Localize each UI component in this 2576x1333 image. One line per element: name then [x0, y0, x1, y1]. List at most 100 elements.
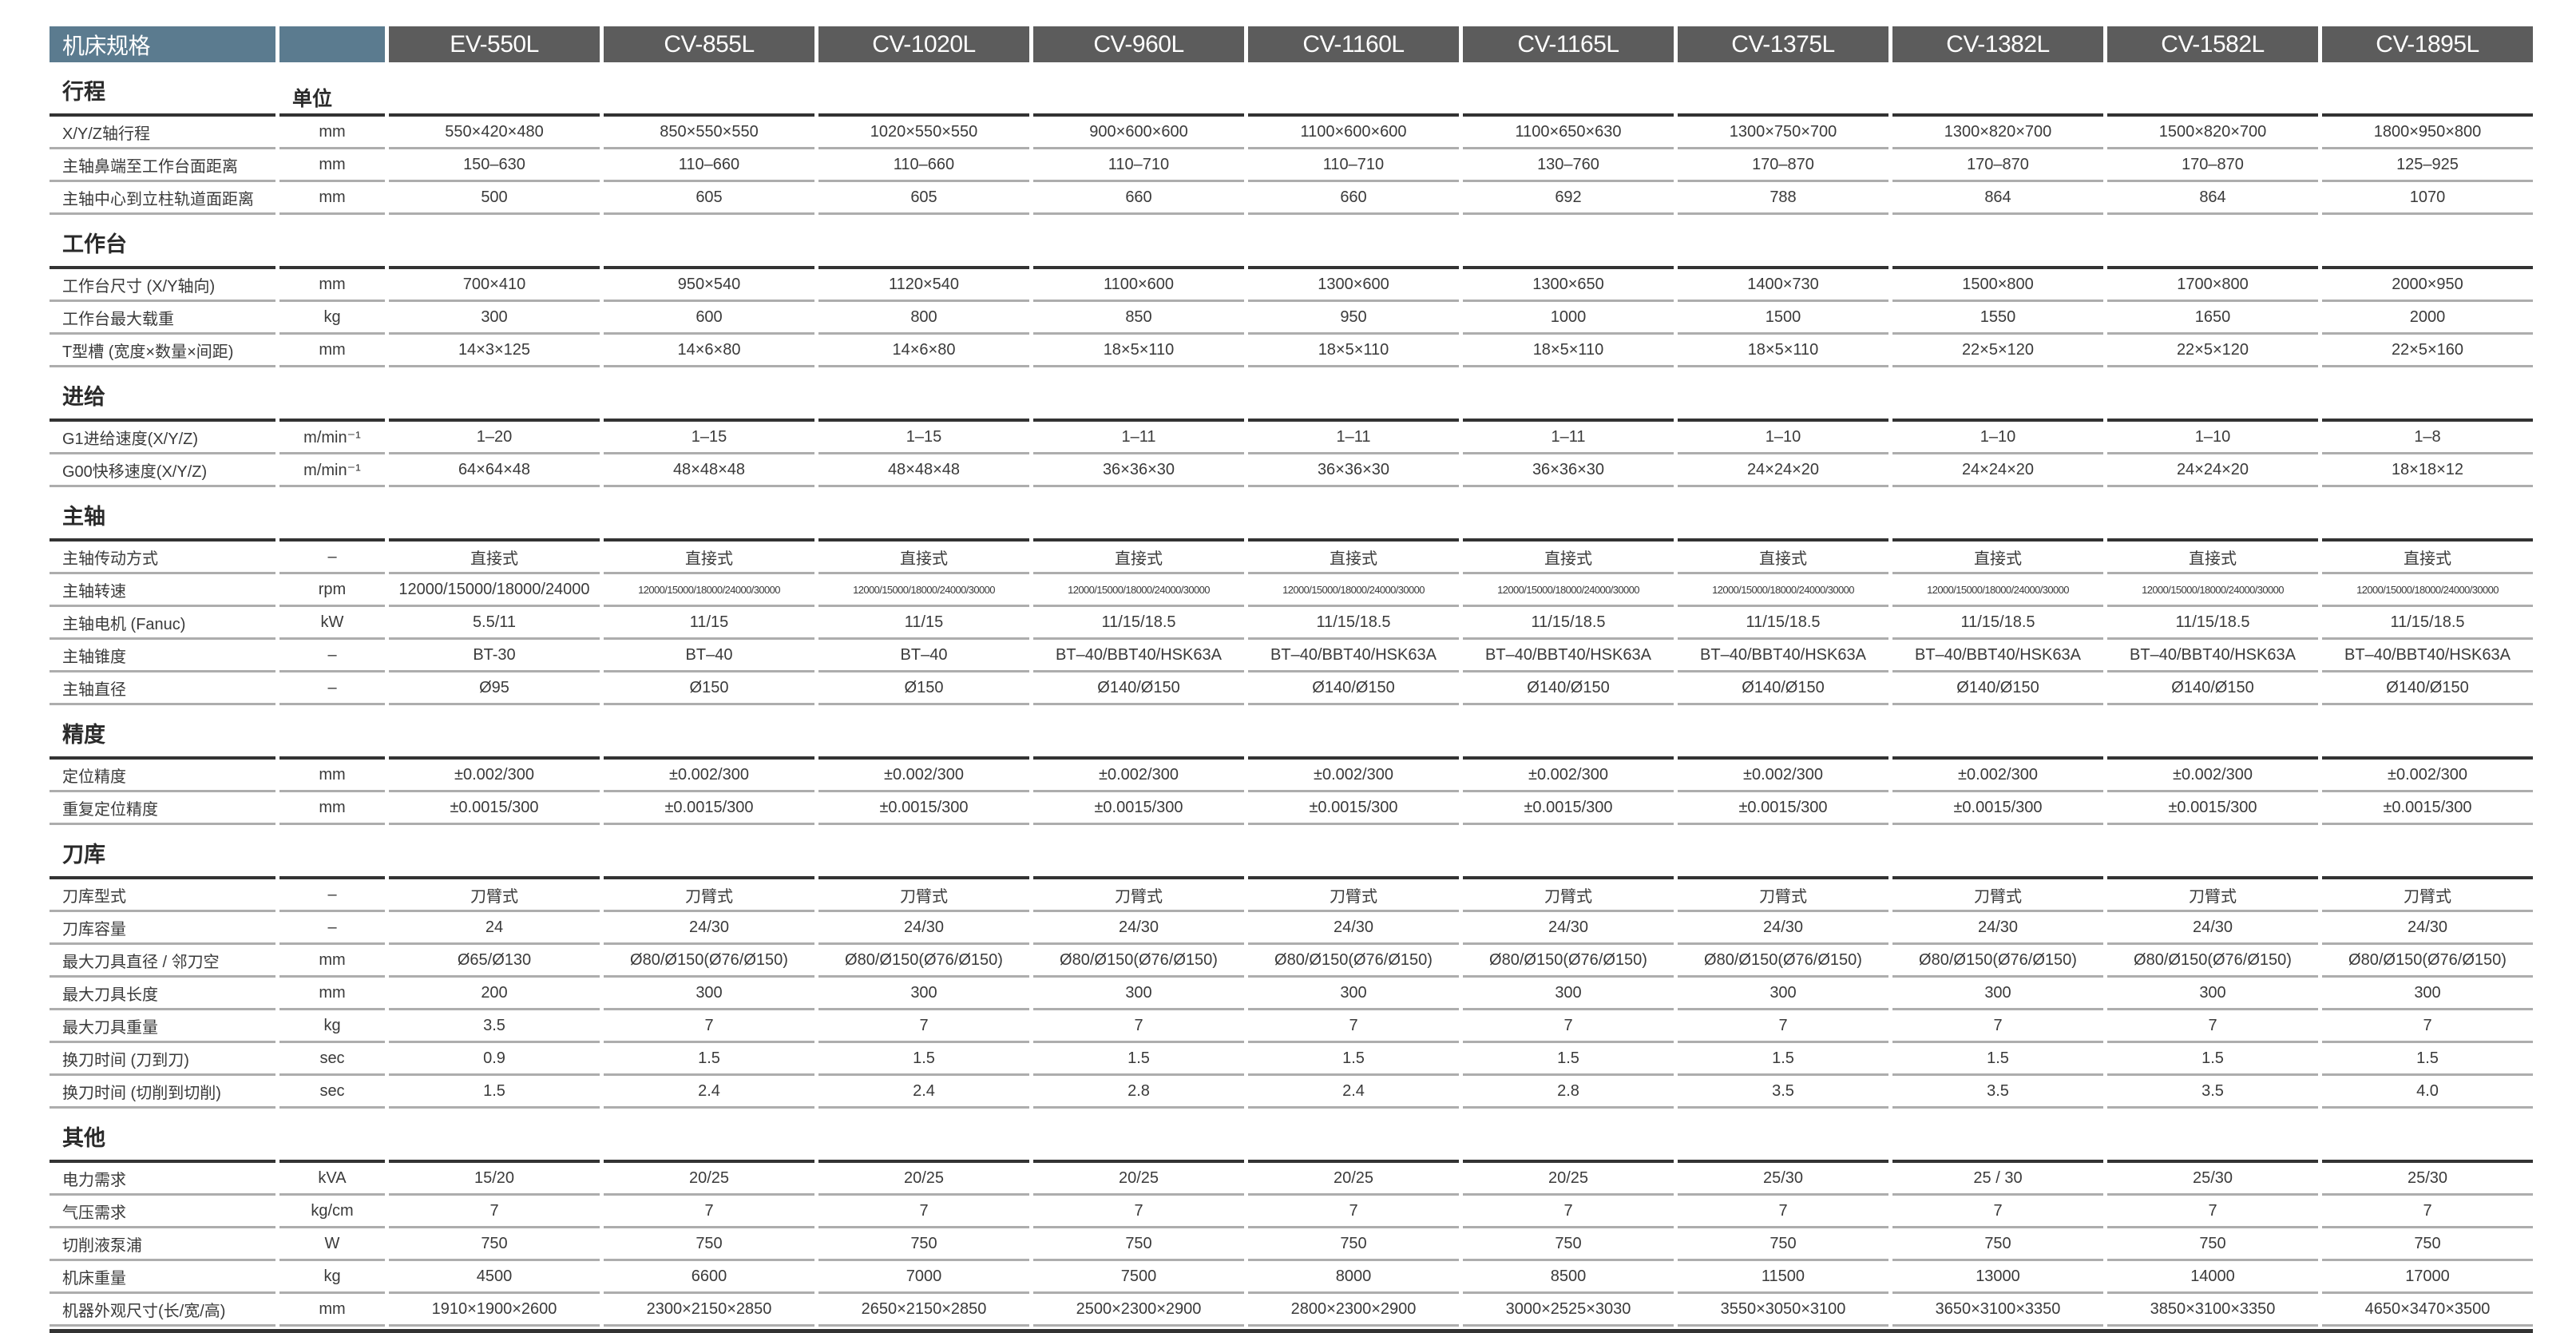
divider-segment — [1892, 113, 2103, 117]
spec-value: BT–40/BBT40/HSK63A — [1892, 640, 2103, 672]
divider-segment — [279, 538, 385, 542]
divider-segment — [2107, 756, 2318, 760]
row-label: 主轴传动方式 — [50, 542, 275, 574]
spec-value: 7 — [1463, 1010, 1674, 1043]
spec-value: 24×24×20 — [2107, 454, 2318, 487]
divider-segment — [604, 113, 814, 117]
spec-value: 7500 — [1033, 1261, 1244, 1294]
table-row: 最大刀具重量 kg 3.5 7 7 7 7 7 7 7 7 7 — [50, 1010, 2533, 1043]
spec-value: ±0.0015/300 — [1248, 792, 1459, 825]
divider-segment — [1248, 266, 1459, 269]
divider-segment — [604, 756, 814, 760]
row-label: 机床重量 — [50, 1261, 275, 1294]
spec-value: 12000/15000/18000/24000/30000 — [1678, 574, 1888, 607]
divider-segment — [2322, 113, 2533, 117]
spec-value: 605 — [604, 182, 814, 215]
spec-value: 660 — [1248, 182, 1459, 215]
spec-value: Ø80/Ø150(Ø76/Ø150) — [2107, 945, 2318, 978]
spec-value: Ø80/Ø150(Ø76/Ø150) — [604, 945, 814, 978]
spec-value: ±0.002/300 — [2107, 760, 2318, 792]
spec-value: 3650×3100×3350 — [1892, 1294, 2103, 1327]
spec-value: ±0.002/300 — [1892, 760, 2103, 792]
spec-value: 1100×600 — [1033, 269, 1244, 302]
row-label: 切削液泵浦 — [50, 1228, 275, 1261]
spec-value: 7 — [389, 1196, 600, 1228]
model-header: CV-960L — [1033, 26, 1244, 62]
model-header: CV-1165L — [1463, 26, 1674, 62]
divider-segment — [1033, 876, 1244, 879]
table-row: 机器外观尺寸(长/宽/高) mm 1910×1900×2600 2300×2150×2… — [50, 1294, 2533, 1327]
spec-value: 14×6×80 — [604, 335, 814, 367]
table-row: 工作台尺寸 (X/Y轴向) mm 700×410 950×540 1120×540 110… — [50, 269, 2533, 302]
divider-segment — [604, 419, 814, 422]
divider-segment — [2322, 419, 2533, 422]
row-unit: mm — [279, 792, 385, 825]
spec-value: 24/30 — [604, 912, 814, 945]
model-header: CV-1582L — [2107, 26, 2318, 62]
spec-value: 25 / 30 — [1892, 1163, 2103, 1196]
spec-value: 36×36×30 — [1248, 454, 1459, 487]
spec-value: 300 — [1248, 978, 1459, 1010]
row-label: 换刀时间 (刀到刀) — [50, 1043, 275, 1076]
unit-column-heading: 单位 — [292, 88, 333, 110]
spec-value: 1–10 — [1892, 422, 2103, 454]
spec-value: 11/15 — [818, 607, 1029, 640]
spec-value: 1–8 — [2322, 422, 2533, 454]
spec-value: 7 — [1678, 1196, 1888, 1228]
spec-value: 750 — [1248, 1228, 1459, 1261]
divider-segment — [1678, 419, 1888, 422]
spec-value: 2800×2300×2900 — [1248, 1294, 1459, 1327]
row-unit: kVA — [279, 1163, 385, 1196]
divider-segment — [50, 756, 275, 760]
spec-value: 300 — [1033, 978, 1244, 1010]
spec-value: 25/30 — [2322, 1163, 2533, 1196]
model-header: CV-855L — [604, 26, 814, 62]
spec-value: 2000×950 — [2322, 269, 2533, 302]
spec-value: 2.8 — [1033, 1076, 1244, 1109]
row-unit: kg — [279, 1261, 385, 1294]
spec-value: 750 — [818, 1228, 1029, 1261]
row-label: 最大刀具重量 — [50, 1010, 275, 1043]
section-title: 行程 — [62, 80, 105, 104]
spec-value: BT–40/BBT40/HSK63A — [1033, 640, 1244, 672]
spec-value: 1.5 — [1033, 1043, 1244, 1076]
row-label: 定位精度 — [50, 760, 275, 792]
spec-value: 1–10 — [1678, 422, 1888, 454]
spec-value: BT–40 — [818, 640, 1029, 672]
spec-value: 5.5/11 — [389, 607, 600, 640]
divider-segment — [1892, 756, 2103, 760]
spec-value: 24/30 — [1892, 912, 2103, 945]
spec-value: 12000/15000/18000/24000/30000 — [1033, 574, 1244, 607]
divider-segment — [1678, 876, 1888, 879]
table-row: 主轴转速 rpm 12000/15000/18000/24000 12000/1500… — [50, 574, 2533, 607]
spec-value: 11/15/18.5 — [1033, 607, 1244, 640]
spec-value: ±0.0015/300 — [2107, 792, 2318, 825]
row-label: 刀库容量 — [50, 912, 275, 945]
spec-value: 1020×550×550 — [818, 117, 1029, 149]
spec-value: Ø80/Ø150(Ø76/Ø150) — [1248, 945, 1459, 978]
spec-value: 1.5 — [818, 1043, 1029, 1076]
spec-value: 12000/15000/18000/24000 — [389, 574, 600, 607]
spec-value: ±0.0015/300 — [1678, 792, 1888, 825]
row-label: 主轴中心到立柱轨道面距离 — [50, 182, 275, 215]
spec-value: 12000/15000/18000/24000/30000 — [2322, 574, 2533, 607]
divider-segment — [279, 266, 385, 269]
spec-value: 48×48×48 — [818, 454, 1029, 487]
spec-value: 1650 — [2107, 302, 2318, 335]
divider-segment — [279, 419, 385, 422]
model-header: EV-550L — [389, 26, 600, 62]
spec-value: 950 — [1248, 302, 1459, 335]
spec-table: 机床规格 EV-550L CV-855L CV-1020L CV-960L CV-116… — [50, 26, 2533, 1333]
divider-segment — [1033, 538, 1244, 542]
spec-value: 18×5×110 — [1678, 335, 1888, 367]
divider-segment — [389, 113, 600, 117]
table-row: 主轴电机 (Fanuc) kW 5.5/11 11/15 11/15 11/15/18.5… — [50, 607, 2533, 640]
divider-segment — [389, 419, 600, 422]
divider-segment — [1892, 266, 2103, 269]
spec-value: ±0.002/300 — [604, 760, 814, 792]
table-title: 机床规格 — [50, 26, 275, 62]
spec-value: 直接式 — [1463, 542, 1674, 574]
spec-value: Ø150 — [818, 672, 1029, 705]
spec-value: Ø80/Ø150(Ø76/Ø150) — [818, 945, 1029, 978]
table-row: 电力需求 kVA 15/20 20/25 20/25 20/25 20/25 20/25 25/… — [50, 1163, 2533, 1196]
